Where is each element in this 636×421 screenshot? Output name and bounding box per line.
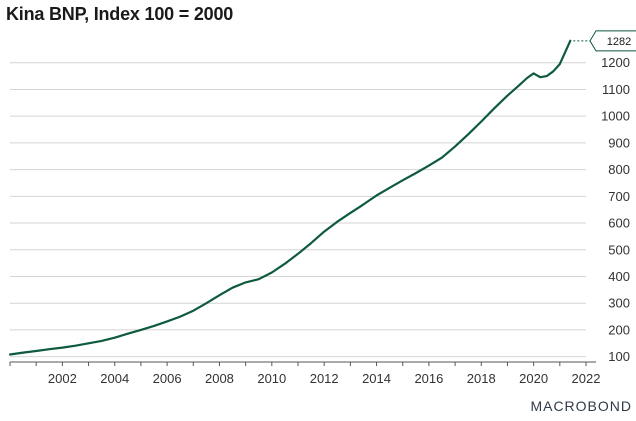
y-tick-label-600: 600 <box>608 216 630 231</box>
x-tick-label-2004: 2004 <box>100 371 129 386</box>
y-axis: 100 200 300 400 500 600 700 800 900 1000 1100 1200 <box>601 55 630 364</box>
x-tick-label-2022: 2022 <box>572 371 601 386</box>
macrobond-logo: MACROBOND <box>530 398 632 414</box>
series-layer <box>8 39 572 356</box>
x-tick-label-2012: 2012 <box>310 371 339 386</box>
x-tick-label-2014: 2014 <box>362 371 391 386</box>
x-tick-label-2006: 2006 <box>153 371 182 386</box>
y-tick-label-800: 800 <box>608 162 630 177</box>
chart-title: Kina BNP, Index 100 = 2000 <box>6 4 234 24</box>
x-tick-label-2010: 2010 <box>257 371 286 386</box>
y-tick-label-1100: 1100 <box>602 82 630 97</box>
y-tick-label-200: 200 <box>608 322 630 337</box>
y-tick-label-100: 100 <box>608 349 630 364</box>
x-tick-label-2018: 2018 <box>467 371 496 386</box>
y-tick-label-1200: 1200 <box>601 55 630 70</box>
x-tick-label-2020: 2020 <box>519 371 548 386</box>
y-tick-label-500: 500 <box>608 242 630 257</box>
y-tick-label-400: 400 <box>608 269 630 284</box>
x-tick-label-2016: 2016 <box>414 371 443 386</box>
end-value-label: 1282 <box>607 36 631 48</box>
y-tick-label-900: 900 <box>608 135 630 150</box>
gridlines <box>10 62 586 358</box>
callout-box <box>589 30 636 52</box>
end-value-callout: 1282 <box>573 30 636 52</box>
x-axis: 2002 2004 2006 2008 2010 2012 2014 2016 2018 2020… <box>9 361 601 386</box>
y-tick-label-1000: 1000 <box>601 109 630 124</box>
y-tick-label-300: 300 <box>608 296 630 311</box>
x-tick-label-2002: 2002 <box>48 371 77 386</box>
x-tick-label-2008: 2008 <box>205 371 234 386</box>
series-line-0 <box>8 39 572 356</box>
brand-text: MACROBOND <box>530 398 632 414</box>
y-tick-label-700: 700 <box>608 189 630 204</box>
